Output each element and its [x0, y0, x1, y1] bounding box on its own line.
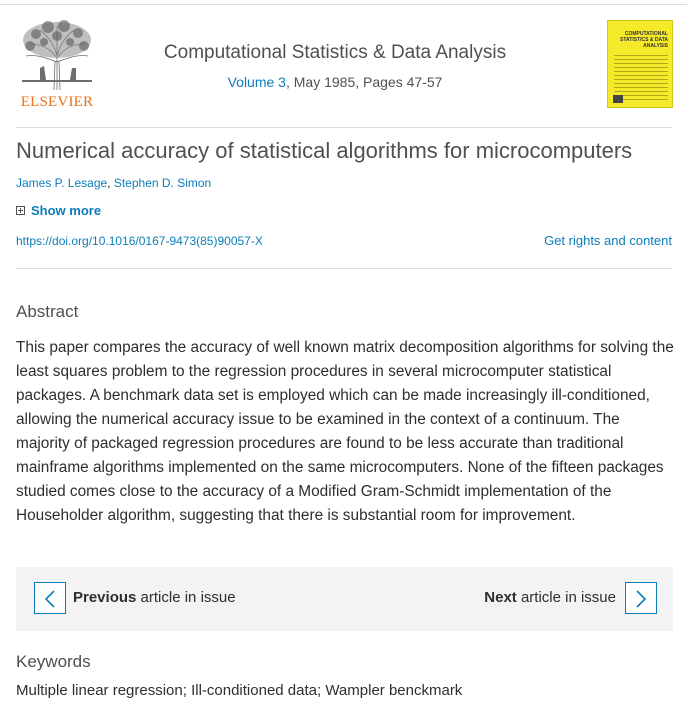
chevron-right-icon [636, 590, 647, 608]
issue-info: , May 1985, Pages 47-57 [285, 74, 443, 90]
abstract-text: This paper compares the accuracy of well… [16, 339, 674, 524]
author-link[interactable]: Stephen D. Simon [113, 176, 212, 190]
chevron-left-icon [44, 590, 55, 608]
abstract-heading: Abstract [16, 302, 79, 321]
cover-decoration [614, 55, 668, 103]
article-navigation: Previous article in issue Next article i… [16, 567, 673, 631]
author-list: James P. Lesage, Stephen D. Simon [16, 176, 211, 190]
cover-title: COMPUTATIONAL STATISTICS & DATA ANALYSIS [620, 31, 668, 49]
keywords-heading: Keywords [16, 652, 91, 671]
article-title: Numerical accuracy of statistical algori… [16, 138, 633, 163]
journal-title[interactable]: Computational Statistics & Data Analysis [163, 42, 507, 63]
elsevier-tree-icon [22, 20, 92, 91]
next-article-link[interactable]: Next article in issue [484, 589, 616, 606]
journal-info: Computational Statistics & Data Analysis… [130, 42, 540, 90]
previous-label-bold: Previous [73, 589, 137, 606]
doi-link[interactable]: https://doi.org/10.1016/0167-9473(85)900… [16, 234, 263, 248]
next-article-button[interactable] [625, 582, 657, 614]
rights-link[interactable]: Get rights and content [544, 233, 672, 248]
elsevier-logo[interactable]: ELSEVIER [16, 18, 98, 110]
top-divider [0, 4, 687, 5]
next-label-bold: Next [484, 589, 517, 606]
show-more-button[interactable]: Show more [16, 203, 101, 218]
author-separator: , [107, 176, 114, 190]
info-divider [16, 268, 672, 269]
expand-icon [16, 206, 25, 215]
journal-meta: Volume 3, May 1985, Pages 47-57 [130, 74, 540, 90]
keywords-list: Multiple linear regression; Ill-conditio… [16, 682, 463, 699]
show-more-label: Show more [31, 203, 102, 218]
journal-header: ELSEVIER Computational Statistics & Data… [0, 14, 687, 114]
next-label-rest: article in issue [516, 589, 616, 606]
header-divider [16, 127, 672, 128]
previous-article-link[interactable]: Previous article in issue [73, 589, 236, 606]
journal-cover-image[interactable]: COMPUTATIONAL STATISTICS & DATA ANALYSIS [607, 20, 673, 108]
previous-label-rest: article in issue [136, 589, 236, 606]
publisher-name: ELSEVIER [20, 94, 94, 110]
cover-publisher-logo [613, 95, 623, 103]
volume-link[interactable]: Volume 3 [227, 74, 286, 90]
previous-article-button[interactable] [34, 582, 66, 614]
author-link[interactable]: James P. Lesage [16, 176, 108, 190]
